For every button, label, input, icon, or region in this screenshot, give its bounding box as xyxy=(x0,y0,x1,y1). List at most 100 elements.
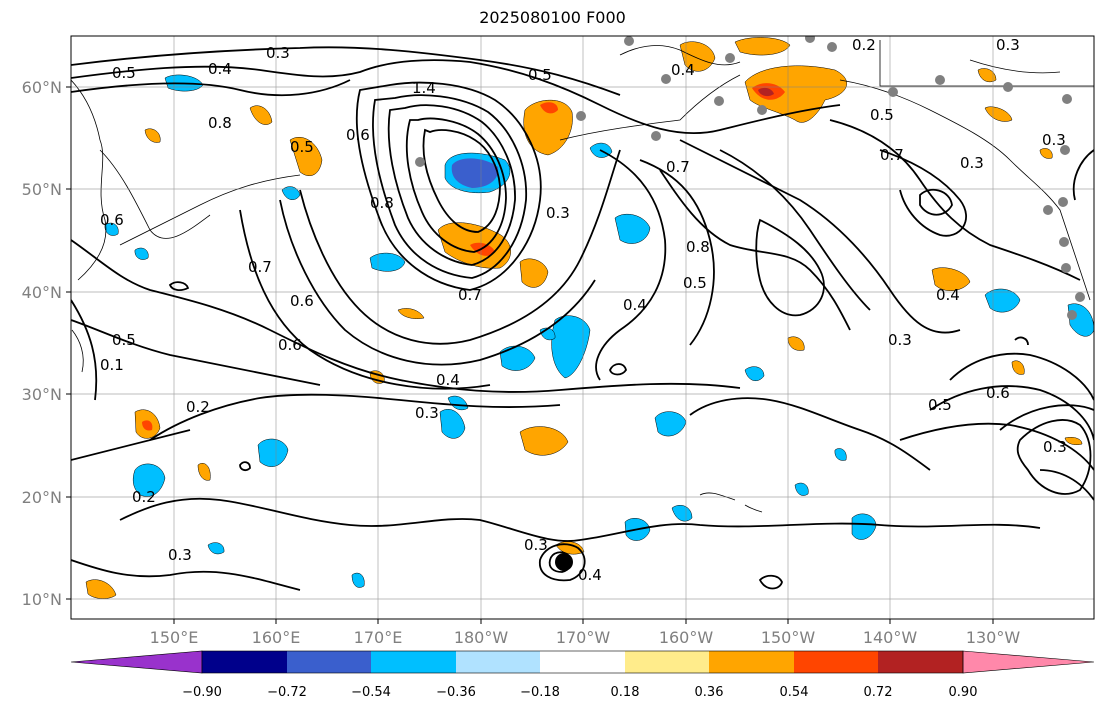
lat-label: 60°N xyxy=(22,78,62,97)
contour-label: 0.5 xyxy=(112,64,136,82)
positive-anomaly-patch xyxy=(1011,360,1025,375)
contour-label: 0.4 xyxy=(208,60,232,78)
lat-label: 20°N xyxy=(22,488,62,507)
map-title: 2025080100 F000 xyxy=(479,8,626,27)
lon-label: 150°W xyxy=(761,628,816,647)
graticule xyxy=(71,36,1094,619)
axis-ticks xyxy=(66,86,994,624)
positive-anomaly-patch xyxy=(787,336,805,351)
lon-label: 140°W xyxy=(863,628,918,647)
contour-label: 0.4 xyxy=(436,371,460,389)
positive-anomaly-patch xyxy=(523,99,573,156)
positive-anomaly-core xyxy=(758,87,774,97)
lon-label: 160°E xyxy=(252,628,301,647)
negative-anomaly-patch xyxy=(551,315,591,379)
colorbar-tick-label: −0.72 xyxy=(267,685,307,700)
contour-label: 0.6 xyxy=(278,336,302,354)
colorbar-segment xyxy=(202,651,287,673)
contour-label: 0.5 xyxy=(870,106,894,124)
contour-label: 0.6 xyxy=(986,384,1010,402)
colorbar-tick-label: 0.18 xyxy=(611,685,640,700)
contour-label: 0.3 xyxy=(415,404,439,422)
negative-anomaly-patch xyxy=(834,448,847,461)
colorbar-segment xyxy=(709,651,794,673)
negative-anomaly-patch xyxy=(851,513,877,540)
negative-anomaly-patch xyxy=(281,186,301,200)
colorbar-tick-label: −0.54 xyxy=(351,685,391,700)
positive-anomaly-patch xyxy=(1039,148,1053,159)
negative-anomaly-patch xyxy=(794,482,809,496)
positive-anomaly-patch xyxy=(931,267,971,291)
latitude-labels: 60°N 50°N 40°N 30°N 20°N 10°N xyxy=(22,78,62,609)
contour-label: 0.3 xyxy=(168,546,192,564)
negative-anomaly-patch xyxy=(207,542,225,555)
contour-label: 0.7 xyxy=(248,258,272,276)
negative-anomaly-patch xyxy=(744,366,765,382)
lat-label: 10°N xyxy=(22,590,62,609)
lat-label: 40°N xyxy=(22,283,62,302)
colorbar-segment xyxy=(287,651,371,673)
lon-label: 130°W xyxy=(966,628,1021,647)
contour-label: 0.2 xyxy=(852,36,876,54)
lon-label: 180°W xyxy=(454,628,509,647)
colorbar-frame xyxy=(201,650,964,674)
positive-anomaly-patch xyxy=(519,258,549,288)
negative-anomaly-patch xyxy=(671,505,693,522)
lat-label: 30°N xyxy=(22,385,62,404)
contour-lines xyxy=(71,46,1094,591)
contour-label: 0.2 xyxy=(132,488,156,506)
contour-label: 0.8 xyxy=(370,194,394,212)
contour-label: 0.5 xyxy=(683,274,707,292)
contour-label: 0.6 xyxy=(100,211,124,229)
positive-anomaly-patch xyxy=(249,105,273,125)
contour-label: 1.4 xyxy=(412,79,436,97)
station-markers xyxy=(415,36,1085,320)
colorbar-tick-label: −0.18 xyxy=(520,685,560,700)
colorbar: −0.90 −0.72 −0.54 −0.36 −0.18 0.18 0.36 … xyxy=(70,650,1095,700)
colorbar-extend-high xyxy=(962,650,1095,674)
positive-anomaly-patch xyxy=(519,426,569,456)
negative-anomaly-patch xyxy=(351,572,365,588)
contour-label: 0.3 xyxy=(960,154,984,172)
contour-label: 0.1 xyxy=(100,356,124,374)
positive-anomaly-patch xyxy=(85,579,117,599)
contour-label-layer: 0.3 0.4 0.5 0.5 0.8 0.6 1.4 0.6 0.5 0.3 … xyxy=(100,36,1067,584)
contour-label: 0.3 xyxy=(888,331,912,349)
colorbar-segment xyxy=(371,651,456,673)
contour-label: 0.3 xyxy=(524,536,548,554)
contour-label: 0.4 xyxy=(671,61,695,79)
colorbar-segment xyxy=(456,651,540,673)
colorbar-tick-label: 0.72 xyxy=(864,685,893,700)
contour-label: 0.5 xyxy=(112,331,136,349)
colorbar-tick-label: 0.54 xyxy=(780,685,809,700)
colorbar-segment xyxy=(540,651,625,673)
lon-label: 160°W xyxy=(659,628,714,647)
colorbar-extend-low xyxy=(70,650,203,674)
contour-label: 0.8 xyxy=(208,114,232,132)
contour-label: 0.5 xyxy=(928,396,952,414)
contour-label: 0.3 xyxy=(996,36,1020,54)
negative-anomaly-patch xyxy=(439,409,466,439)
contour-label: 0.7 xyxy=(458,286,482,304)
positive-anomaly-core xyxy=(142,420,153,431)
negative-anomaly-patch xyxy=(614,213,651,244)
contour-label: 0.7 xyxy=(666,158,690,176)
positive-anomaly-core xyxy=(470,242,495,256)
negative-anomaly-patch xyxy=(499,345,536,371)
colorbar-tick-label: −0.90 xyxy=(182,685,222,700)
colorbar-tick-label: −0.36 xyxy=(436,685,476,700)
colorbar-segment xyxy=(878,651,963,673)
contour-label: 0.3 xyxy=(546,204,570,222)
positive-anomaly-patch xyxy=(197,463,211,481)
lon-label: 150°E xyxy=(150,628,199,647)
positive-anomaly-patch xyxy=(397,308,425,319)
colorbar-segment xyxy=(625,651,709,673)
positive-anomaly-patch xyxy=(977,68,997,83)
longitude-labels: 150°E 160°E 170°E 180°W 170°W 160°W 150°… xyxy=(150,628,1021,647)
colorbar-segment xyxy=(794,651,878,673)
negative-anomaly-patch xyxy=(132,463,166,497)
typhoon-center-marker xyxy=(555,553,573,571)
colorbar-tick-label: 0.36 xyxy=(695,685,724,700)
positive-anomaly-patch xyxy=(1064,437,1083,445)
lon-label: 170°E xyxy=(354,628,403,647)
